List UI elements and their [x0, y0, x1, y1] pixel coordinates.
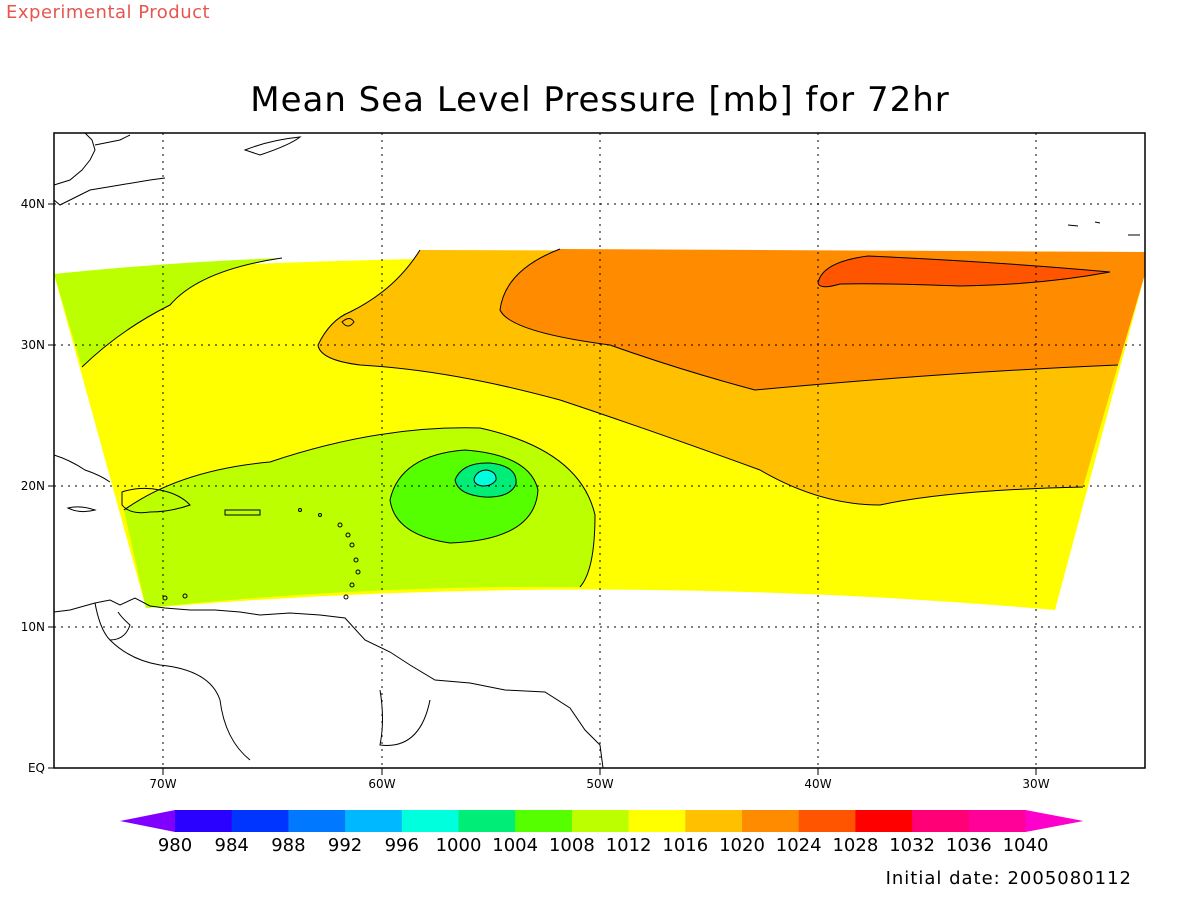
colorbar-arrow-low: [120, 810, 175, 832]
lat-labels: 40N 30N 20N 10N EQ: [21, 197, 45, 775]
contour-lines: [81, 248, 1119, 588]
colorbar-swatch: [798, 810, 856, 832]
lon-label-70w: 70W: [149, 777, 176, 791]
lesser-antilles: [162, 508, 361, 601]
coast-jamaica: [66, 506, 97, 513]
coast-bermuda: [341, 318, 355, 327]
lon-label-30w: 30W: [1022, 777, 1049, 791]
colorbar-swatch: [401, 810, 459, 832]
coast-maracaibo: [94, 602, 131, 641]
colorbar-arrow-high: [1025, 810, 1084, 832]
lat-label-40n: 40N: [21, 197, 45, 211]
coast-puerto-rico: [224, 509, 261, 516]
colorbar-swatch: [685, 810, 743, 832]
coastlines: [53, 132, 1140, 769]
pressure-field: [54, 249, 1145, 610]
coast-azores: [1067, 221, 1140, 236]
lon-label-40w: 40W: [804, 777, 831, 791]
initial-date: Initial date: 2005080112: [885, 868, 1132, 889]
coast-nova-scotia: [243, 136, 302, 156]
colorbar-label: 980: [158, 835, 192, 856]
colorbar: 980 984 988 992 996 1000 1004 1008 1012 1016 1020 1…: [120, 810, 1084, 856]
colorbar-label: 1004: [492, 835, 538, 856]
lon-label-50w: 50W: [586, 777, 613, 791]
colorbar-label: 1016: [662, 835, 708, 856]
lat-label-eq: EQ: [28, 761, 45, 775]
colorbar-swatch: [345, 810, 403, 832]
colorbar-swatch: [855, 810, 913, 832]
tick-marks: [48, 203, 1037, 775]
colorbar-swatch: [515, 810, 573, 832]
colorbar-swatch: [571, 810, 630, 832]
contour-1008-south: [123, 427, 596, 588]
colorbar-swatch: [968, 810, 1026, 832]
colorbar-label: 1024: [776, 835, 822, 856]
colorbar-swatch: [742, 810, 800, 832]
colorbar-swatch: [912, 810, 970, 832]
colorbar-swatch: [288, 810, 346, 832]
contour-996: [473, 469, 497, 487]
coast-inland: [109, 639, 431, 761]
field-996: [474, 470, 497, 486]
contour-1016: [317, 249, 1084, 506]
contour-1000: [454, 462, 517, 498]
coast-south-america: [53, 597, 604, 769]
coast-cuba: [53, 454, 111, 483]
colorbar-label: 1008: [549, 835, 595, 856]
lat-label-30n: 30N: [21, 338, 45, 352]
contour-1024: [817, 255, 1111, 288]
colorbar-swatch: [628, 810, 686, 832]
coast-hispaniola: [121, 487, 191, 514]
colorbar-label: 1000: [436, 835, 482, 856]
contour-1004: [389, 449, 539, 544]
lon-labels: 70W 60W 50W 40W 30W: [149, 777, 1049, 791]
colorbar-label: 1020: [719, 835, 765, 856]
colorbar-label: 1028: [832, 835, 878, 856]
colorbar-label: 984: [215, 835, 249, 856]
colorbar-label: 992: [328, 835, 362, 856]
colorbar-label: 988: [271, 835, 305, 856]
colorbar-swatch: [458, 810, 516, 832]
lon-label-60w: 60W: [368, 777, 395, 791]
field-1024: [818, 256, 1110, 287]
colorbar-label: 1036: [946, 835, 992, 856]
gridlines: [54, 133, 1145, 768]
lat-label-10n: 10N: [21, 620, 45, 634]
chart-title: Mean Sea Level Pressure [mb] for 72hr: [250, 80, 950, 120]
colorbar-label: 996: [385, 835, 419, 856]
contour-1020: [499, 248, 1119, 391]
colorbar-label: 1032: [889, 835, 935, 856]
colorbar-label: 1040: [1003, 835, 1049, 856]
experimental-product-label: Experimental Product: [6, 2, 211, 23]
colorbar-swatch: [175, 810, 233, 832]
contour-1008-north: [81, 257, 283, 368]
lat-label-20n: 20N: [21, 479, 45, 493]
field-1008-north: [54, 258, 282, 367]
colorbar-label: 1012: [606, 835, 652, 856]
colorbar-swatch: [231, 810, 289, 832]
